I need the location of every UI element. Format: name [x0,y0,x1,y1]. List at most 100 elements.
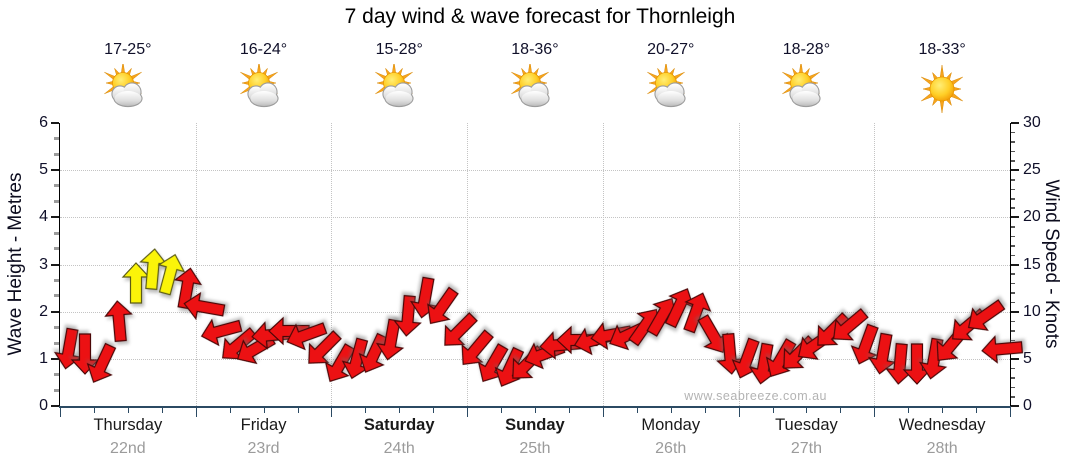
gridline-horizontal [60,264,1010,266]
wave-axis-tick-label: 5 [39,161,48,179]
wind-axis-major-tick [1011,263,1019,266]
wind-axis-minor-tick [1011,273,1015,275]
wave-axis-minor-tick [54,278,59,282]
wave-axis-minor-tick [54,247,59,251]
day-column: 15-28° [331,0,467,120]
x-axis-tick [1010,408,1011,417]
wave-axis-minor-tick [54,137,59,141]
day-column: 17-25° [60,0,196,120]
watermark: www.seabreeze.com.au [684,389,827,403]
weather-icon [374,61,424,121]
day-name-label: Wednesday [898,416,986,434]
weather-icon [781,61,831,121]
weather-icon [103,61,153,121]
gridline-day-boundary [195,123,197,406]
gridline-day-boundary [738,123,740,406]
temp-range: 18-28° [782,41,831,58]
wind-axis-minor-tick [1011,198,1015,200]
wave-axis-tick-label: 6 [39,114,48,131]
weather-icon [239,61,289,121]
wind-axis-minor-tick [1011,292,1015,294]
wind-axis-minor-tick [1011,131,1015,134]
wind-axis-major-tick [1011,122,1019,124]
wind-arrow [201,318,243,346]
x-axis-tick [365,408,367,413]
x-axis-tick [229,408,231,413]
wave-axis-major-tick [51,357,59,360]
wave-axis-major-tick [51,263,59,266]
x-axis-tick [433,408,435,413]
day-column: 16-24° [196,0,332,120]
wind-axis-minor-tick [1011,235,1015,238]
wave-axis-minor-tick [54,373,59,377]
wave-axis-minor-tick [54,388,59,392]
day-date-label: 28th [926,440,958,457]
wave-axis-major-tick [51,216,59,219]
x-axis-tick [772,408,774,413]
weather-icon [646,61,696,121]
day-date-label: 23rd [247,440,280,457]
wave-axis-minor-tick [54,325,59,329]
temp-range: 18-36° [511,41,559,58]
x-axis-tick [670,408,672,413]
wave-axis-minor-tick [54,200,59,204]
day-column: 20-27° [603,0,739,120]
sun-cloud-icon [646,61,686,108]
wave-axis-line [59,123,60,406]
day-column: 18-28° [739,0,875,120]
wind-axis-minor-tick [1011,396,1015,398]
x-axis-tick [704,408,706,413]
temp-range: 18-33° [918,41,966,58]
wind-arrow [461,329,494,366]
x-axis-tick [602,408,604,417]
wind-axis-tick-label: 15 [1023,255,1041,273]
wind-axis-tick-label: 0 [1023,397,1032,414]
gridline-day-boundary [874,123,876,406]
wind-axis-minor-tick [1011,150,1015,153]
day-name-label: Saturday [363,416,435,434]
temp-range: 15-28° [375,41,423,58]
gridline-horizontal [60,217,1010,219]
gridline-day-boundary [602,123,604,406]
x-axis-tick [806,408,808,413]
wind-arrow [867,332,897,375]
wave-axis-major-tick [51,122,59,124]
sun-cloud-icon [782,61,822,108]
wind-axis-tick-label: 5 [1023,349,1032,367]
wave-axis-major-tick [51,169,59,172]
x-axis-tick [263,408,265,413]
day-date-label: 26th [655,440,687,457]
wave-axis-minor-tick [54,152,59,156]
wind-axis-minor-tick [1011,282,1015,285]
wind-axis-major-tick [1011,405,1019,407]
wind-axis-tick-label: 20 [1023,208,1041,226]
x-axis-tick [908,408,910,413]
temp-range: 17-25° [104,41,152,58]
day-name-label: Friday [240,416,287,434]
day-date-label: 27th [790,440,822,457]
wind-arrow [494,347,524,388]
wind-arrow [104,300,134,343]
plot-area: 0 1 2 3 4 5 6 0 5 10 15 20 25 30 www.seabreeze.com.au [39,114,1041,417]
wind-axis-minor-tick [1011,207,1015,209]
wind-axis-tick-label: 25 [1023,161,1041,179]
day-column: 18-36° [467,0,603,120]
temp-range: 20-27° [647,41,695,58]
wind-arrow [358,332,389,374]
x-axis-tick [501,408,503,413]
wind-arrow [980,335,1023,365]
weather-icon [917,64,967,121]
wave-axis-minor-tick [54,294,59,298]
x-axis-tick [467,408,469,417]
x-axis-line [59,406,1011,408]
wind-axis-minor-tick [1011,320,1015,323]
day-column: 18-33° [874,0,1010,120]
x-axis-tick [331,408,333,417]
gridline-day-boundary [467,123,469,406]
x-axis-tick [738,408,740,417]
wind-arrow [183,291,226,321]
x-axis-tick [195,408,197,417]
wind-arrow [157,253,186,296]
wind-axis-minor-tick [1011,301,1015,304]
day-date-label: 22nd [110,440,146,457]
